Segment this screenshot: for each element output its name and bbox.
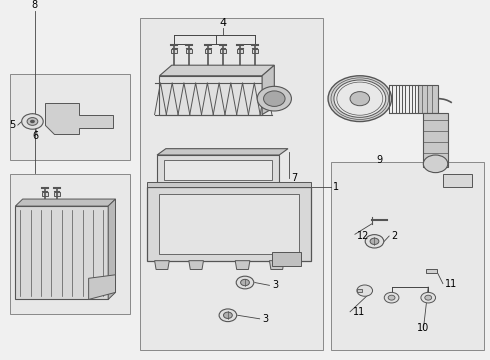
Bar	[357, 289, 362, 292]
Bar	[272, 252, 301, 266]
Text: 9: 9	[376, 155, 382, 165]
Polygon shape	[157, 149, 288, 155]
Circle shape	[328, 76, 392, 122]
Circle shape	[223, 312, 232, 319]
Text: 8: 8	[32, 0, 38, 10]
Bar	[140, 18, 323, 351]
Bar	[147, 183, 311, 187]
Circle shape	[30, 120, 35, 123]
Circle shape	[236, 276, 254, 289]
Text: 11: 11	[352, 307, 365, 317]
Text: 2: 2	[392, 231, 398, 241]
Polygon shape	[45, 103, 113, 134]
Bar	[220, 49, 226, 53]
Bar	[10, 174, 130, 314]
Bar	[54, 192, 60, 196]
Circle shape	[241, 279, 249, 286]
Circle shape	[357, 285, 372, 296]
Circle shape	[350, 91, 369, 106]
Circle shape	[370, 238, 379, 244]
Text: 4: 4	[220, 18, 226, 28]
Circle shape	[423, 155, 448, 173]
Text: 11: 11	[445, 279, 458, 289]
Polygon shape	[270, 261, 284, 270]
Bar	[147, 187, 311, 261]
Text: 3: 3	[272, 280, 278, 290]
Bar	[42, 192, 48, 196]
Polygon shape	[108, 199, 116, 300]
Polygon shape	[15, 199, 116, 206]
Bar	[443, 174, 472, 187]
Text: 5: 5	[9, 120, 15, 130]
Bar	[171, 49, 177, 53]
Text: 10: 10	[417, 323, 429, 333]
Circle shape	[257, 86, 292, 111]
Polygon shape	[262, 65, 274, 114]
Circle shape	[27, 118, 38, 125]
Bar	[418, 85, 438, 113]
Polygon shape	[235, 261, 250, 270]
Circle shape	[421, 292, 436, 303]
Polygon shape	[155, 261, 169, 270]
Text: 12: 12	[357, 231, 370, 241]
Circle shape	[425, 295, 432, 300]
Polygon shape	[159, 65, 274, 76]
Circle shape	[388, 295, 395, 300]
Text: 6: 6	[32, 131, 39, 141]
Bar	[205, 49, 211, 53]
Bar	[159, 76, 262, 114]
Bar	[423, 113, 448, 167]
Polygon shape	[189, 261, 203, 270]
Bar	[331, 162, 485, 351]
Bar	[252, 49, 258, 53]
Circle shape	[334, 80, 386, 117]
Bar	[426, 269, 437, 273]
Text: 1: 1	[333, 182, 339, 192]
Bar	[237, 49, 243, 53]
Polygon shape	[89, 275, 116, 300]
Bar	[15, 206, 108, 300]
Text: 7: 7	[292, 173, 297, 183]
Bar	[186, 49, 192, 53]
Text: 3: 3	[262, 314, 268, 324]
Circle shape	[365, 235, 384, 248]
Circle shape	[384, 292, 399, 303]
Polygon shape	[157, 155, 279, 185]
Circle shape	[264, 91, 285, 107]
Circle shape	[22, 114, 43, 129]
Bar	[10, 74, 130, 160]
Circle shape	[219, 309, 237, 321]
Bar	[159, 194, 299, 254]
Bar	[164, 160, 272, 180]
